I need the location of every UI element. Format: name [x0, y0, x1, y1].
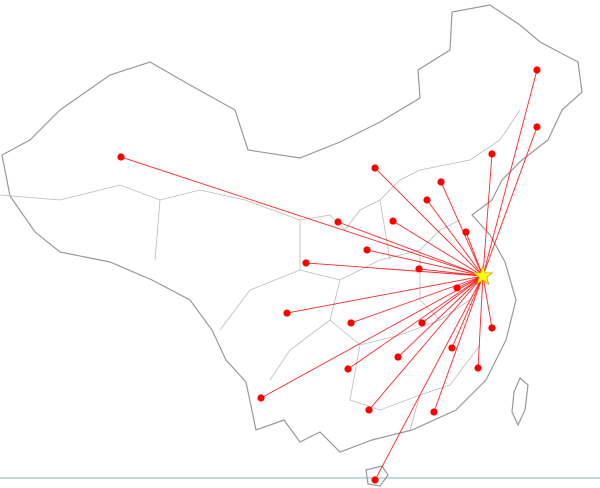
flow-line [482, 275, 493, 329]
flow-line [350, 275, 484, 324]
flow-line [482, 126, 538, 277]
flow-line [337, 221, 484, 277]
destination-point [474, 364, 482, 372]
flow-line [426, 199, 484, 277]
destination-point [453, 284, 461, 292]
flow-line [451, 275, 484, 349]
hainan-outline [365, 465, 389, 487]
flow-line [120, 156, 484, 277]
destination-point [415, 265, 423, 273]
destination-point [334, 218, 342, 226]
destination-point [283, 309, 291, 317]
country-border [0, 4, 583, 487]
destination-point [423, 196, 431, 204]
flow-line [392, 220, 484, 277]
flow-line [374, 167, 484, 277]
destination-point [257, 394, 265, 402]
destination-point [418, 319, 426, 327]
flow-line [465, 231, 484, 277]
destination-point [430, 408, 438, 416]
destination-point [533, 66, 541, 74]
destination-point [488, 324, 496, 332]
destination-point [344, 365, 352, 373]
flow-line [477, 275, 484, 369]
flow-line [482, 153, 493, 277]
flow-line [374, 275, 484, 481]
destination-point [533, 123, 541, 131]
destination-point [448, 344, 456, 352]
flow-line [440, 181, 484, 277]
flow-line [421, 275, 484, 324]
destination-point [462, 228, 470, 236]
province-borders [0, 109, 521, 431]
flow-line [368, 275, 484, 411]
destination-point [347, 319, 355, 327]
origin-star-icon [472, 264, 494, 286]
flow-line [286, 275, 484, 314]
flow-line [397, 275, 484, 358]
destination-point [363, 246, 371, 254]
taiwan-outline [511, 377, 529, 427]
flow-line [366, 249, 484, 277]
destination-points [117, 66, 541, 484]
destination-point [117, 153, 125, 161]
flow-line [260, 275, 484, 399]
destination-point [302, 259, 310, 267]
flow-line [482, 69, 538, 277]
flow-lines [120, 69, 538, 481]
destination-point [437, 178, 445, 186]
flow-line [433, 275, 484, 413]
destination-point [371, 476, 379, 484]
destination-point [394, 353, 402, 361]
destination-point [371, 164, 379, 172]
destination-point [365, 406, 373, 414]
destination-point [488, 150, 496, 158]
flow-line [305, 262, 483, 277]
destination-point [389, 217, 397, 225]
mainland-outline [1, 4, 583, 453]
flow-line [347, 275, 484, 370]
